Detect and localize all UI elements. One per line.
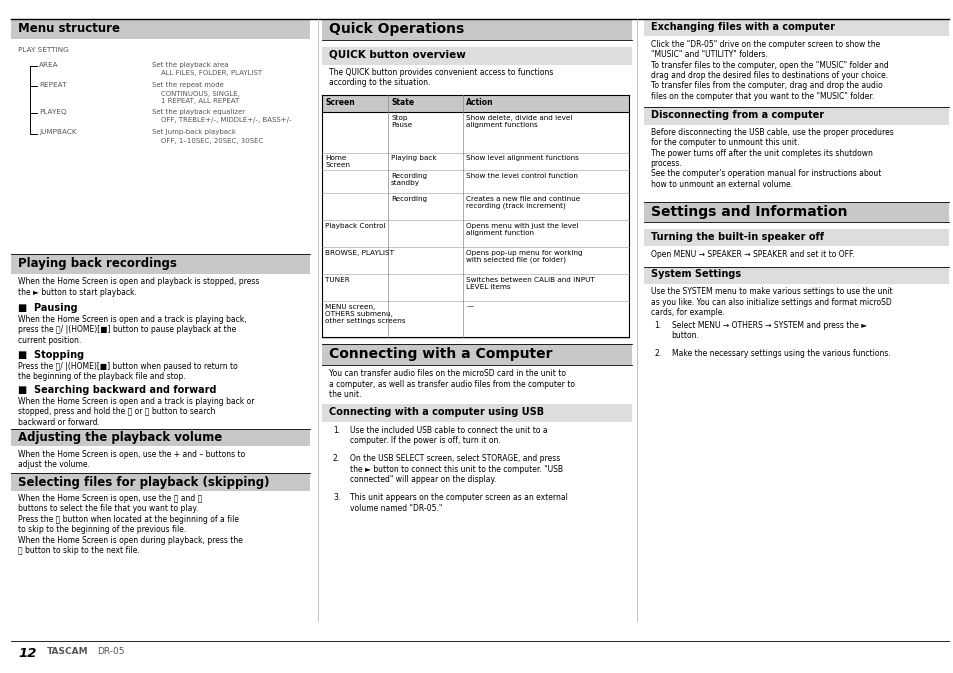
Text: Set the playback area: Set the playback area xyxy=(152,62,228,67)
Text: Selecting files for playback (skipping): Selecting files for playback (skipping) xyxy=(18,476,270,489)
Text: When the Home Screen is open and playback is stopped, press
the ► button to star: When the Home Screen is open and playbac… xyxy=(18,277,259,297)
Text: OFF, TREBLE+/-, MIDDLE+/-, BASS+/-: OFF, TREBLE+/-, MIDDLE+/-, BASS+/- xyxy=(161,118,292,123)
Bar xyxy=(643,229,948,246)
Text: Recording: Recording xyxy=(391,196,427,202)
Text: Switches between CALIB and INPUT
LEVEL items: Switches between CALIB and INPUT LEVEL i… xyxy=(466,277,595,289)
Text: The QUICK button provides convenient access to functions
according to the situat: The QUICK button provides convenient acc… xyxy=(329,68,553,87)
Bar xyxy=(11,254,310,274)
Text: Press the ⏻/ |(HOME)[■] button when paused to return to
the beginning of the pla: Press the ⏻/ |(HOME)[■] button when paus… xyxy=(18,362,237,382)
Text: ALL FILES, FOLDER, PLAYLIST: ALL FILES, FOLDER, PLAYLIST xyxy=(161,71,262,76)
Text: ■  Stopping: ■ Stopping xyxy=(18,350,84,360)
Text: When the Home Screen is open, use the + and – buttons to
adjust the volume.: When the Home Screen is open, use the + … xyxy=(18,450,245,469)
Text: JUMPBACK: JUMPBACK xyxy=(39,129,76,135)
Text: TASCAM: TASCAM xyxy=(47,647,89,656)
Text: Before disconnecting the USB cable, use the proper procedures
for the computer t: Before disconnecting the USB cable, use … xyxy=(650,128,892,189)
Text: CONTINUOUS, SINGLE,
1 REPEAT, ALL REPEAT: CONTINUOUS, SINGLE, 1 REPEAT, ALL REPEAT xyxy=(161,91,240,104)
Text: When the Home Screen is open and a track is playing back,
press the ⏻/ |(HOME)[■: When the Home Screen is open and a track… xyxy=(18,315,247,345)
Bar xyxy=(11,19,310,38)
Text: ■  Searching backward and forward: ■ Searching backward and forward xyxy=(18,385,216,395)
Text: Quick Operations: Quick Operations xyxy=(329,22,464,36)
Text: Show the level control function: Show the level control function xyxy=(466,173,578,179)
Text: You can transfer audio files on the microSD card in the unit to
a computer, as w: You can transfer audio files on the micr… xyxy=(329,369,575,399)
Bar xyxy=(11,473,310,491)
Text: 2.: 2. xyxy=(333,454,339,463)
Text: Connecting with a Computer: Connecting with a Computer xyxy=(329,347,552,361)
Text: Action: Action xyxy=(466,98,494,106)
Text: Set jump-back playback: Set jump-back playback xyxy=(152,129,235,135)
Text: Opens pop-up menu for working
with selected file (or folder): Opens pop-up menu for working with selec… xyxy=(466,250,582,263)
Text: REPEAT: REPEAT xyxy=(39,82,67,87)
Text: Show delete, divide and level
alignment functions: Show delete, divide and level alignment … xyxy=(466,115,572,128)
Text: Make the necessary settings using the various functions.: Make the necessary settings using the va… xyxy=(671,349,889,358)
Text: Open MENU → SPEAKER → SPEAKER and set it to OFF.: Open MENU → SPEAKER → SPEAKER and set it… xyxy=(650,250,853,258)
Text: Set the repeat mode: Set the repeat mode xyxy=(152,82,223,87)
Text: Disconnecting from a computer: Disconnecting from a computer xyxy=(650,110,822,120)
Text: Opens menu with just the level
alignment function: Opens menu with just the level alignment… xyxy=(466,223,578,236)
Text: Recording
standby: Recording standby xyxy=(391,173,427,186)
Bar xyxy=(643,19,948,36)
Text: Screen: Screen xyxy=(325,98,355,106)
Text: 12: 12 xyxy=(18,647,36,660)
Text: Playing back: Playing back xyxy=(391,155,436,162)
Text: Connecting with a computer using USB: Connecting with a computer using USB xyxy=(329,407,543,417)
Text: Select MENU → OTHERS → SYSTEM and press the ►
button.: Select MENU → OTHERS → SYSTEM and press … xyxy=(671,321,866,341)
Text: Home
Screen: Home Screen xyxy=(325,155,350,168)
Text: PLAY SETTING: PLAY SETTING xyxy=(18,47,69,52)
Text: ■  Pausing: ■ Pausing xyxy=(18,303,78,313)
Text: Playback Control: Playback Control xyxy=(325,223,385,229)
Text: MENU screen,
OTHERS submenu,
other settings screens: MENU screen, OTHERS submenu, other setti… xyxy=(325,304,405,324)
Text: OFF, 1–10SEC, 20SEC, 30SEC: OFF, 1–10SEC, 20SEC, 30SEC xyxy=(161,138,263,143)
Text: 3.: 3. xyxy=(333,493,340,502)
Text: TUNER: TUNER xyxy=(325,277,350,283)
Bar xyxy=(322,344,631,365)
Text: —: — xyxy=(466,304,473,310)
Text: Show level alignment functions: Show level alignment functions xyxy=(466,155,578,162)
Text: When the Home Screen is open, use the ⏮ and ⏭
buttons to select the file that yo: When the Home Screen is open, use the ⏮ … xyxy=(18,494,243,555)
Text: QUICK button overview: QUICK button overview xyxy=(329,49,465,59)
Bar xyxy=(643,267,948,284)
Bar xyxy=(322,47,631,65)
Text: Creates a new file and continue
recording (track increment): Creates a new file and continue recordin… xyxy=(466,196,579,209)
Bar xyxy=(322,95,628,112)
Text: Menu structure: Menu structure xyxy=(18,22,120,34)
Text: Settings and Information: Settings and Information xyxy=(650,205,846,219)
Text: Use the SYSTEM menu to make various settings to use the unit
as you like. You ca: Use the SYSTEM menu to make various sett… xyxy=(650,287,891,317)
Bar xyxy=(643,107,948,125)
Bar xyxy=(322,404,631,422)
Text: PLAYEQ: PLAYEQ xyxy=(39,109,67,114)
Text: Use the included USB cable to connect the unit to a
computer. If the power is of: Use the included USB cable to connect th… xyxy=(350,426,547,446)
Bar xyxy=(11,429,310,446)
Text: BROWSE, PLAYLIST: BROWSE, PLAYLIST xyxy=(325,250,394,256)
Text: Set the playback equalizer: Set the playback equalizer xyxy=(152,109,245,114)
Text: State: State xyxy=(391,98,414,106)
Text: Exchanging files with a computer: Exchanging files with a computer xyxy=(650,22,834,32)
Bar xyxy=(643,202,948,222)
Text: DR-05: DR-05 xyxy=(97,647,125,656)
Text: Turning the built-in speaker off: Turning the built-in speaker off xyxy=(650,232,822,242)
Text: On the USB SELECT screen, select STORAGE, and press
the ► button to connect this: On the USB SELECT screen, select STORAGE… xyxy=(350,454,562,484)
Bar xyxy=(322,19,631,40)
Text: 2.: 2. xyxy=(654,349,660,358)
Text: 1.: 1. xyxy=(654,321,660,330)
Text: Adjusting the playback volume: Adjusting the playback volume xyxy=(18,431,222,444)
Text: When the Home Screen is open and a track is playing back or
stopped, press and h: When the Home Screen is open and a track… xyxy=(18,397,254,427)
Text: Click the "DR-05" drive on the computer screen to show the
"MUSIC" and "UTILITY": Click the "DR-05" drive on the computer … xyxy=(650,40,887,101)
Text: Playing back recordings: Playing back recordings xyxy=(18,257,177,270)
Text: This unit appears on the computer screen as an external
volume named "DR-05.": This unit appears on the computer screen… xyxy=(350,493,567,513)
Text: Stop
Pause: Stop Pause xyxy=(391,115,412,128)
Text: 1.: 1. xyxy=(333,426,339,435)
Text: AREA: AREA xyxy=(39,62,59,67)
Text: System Settings: System Settings xyxy=(650,269,740,279)
